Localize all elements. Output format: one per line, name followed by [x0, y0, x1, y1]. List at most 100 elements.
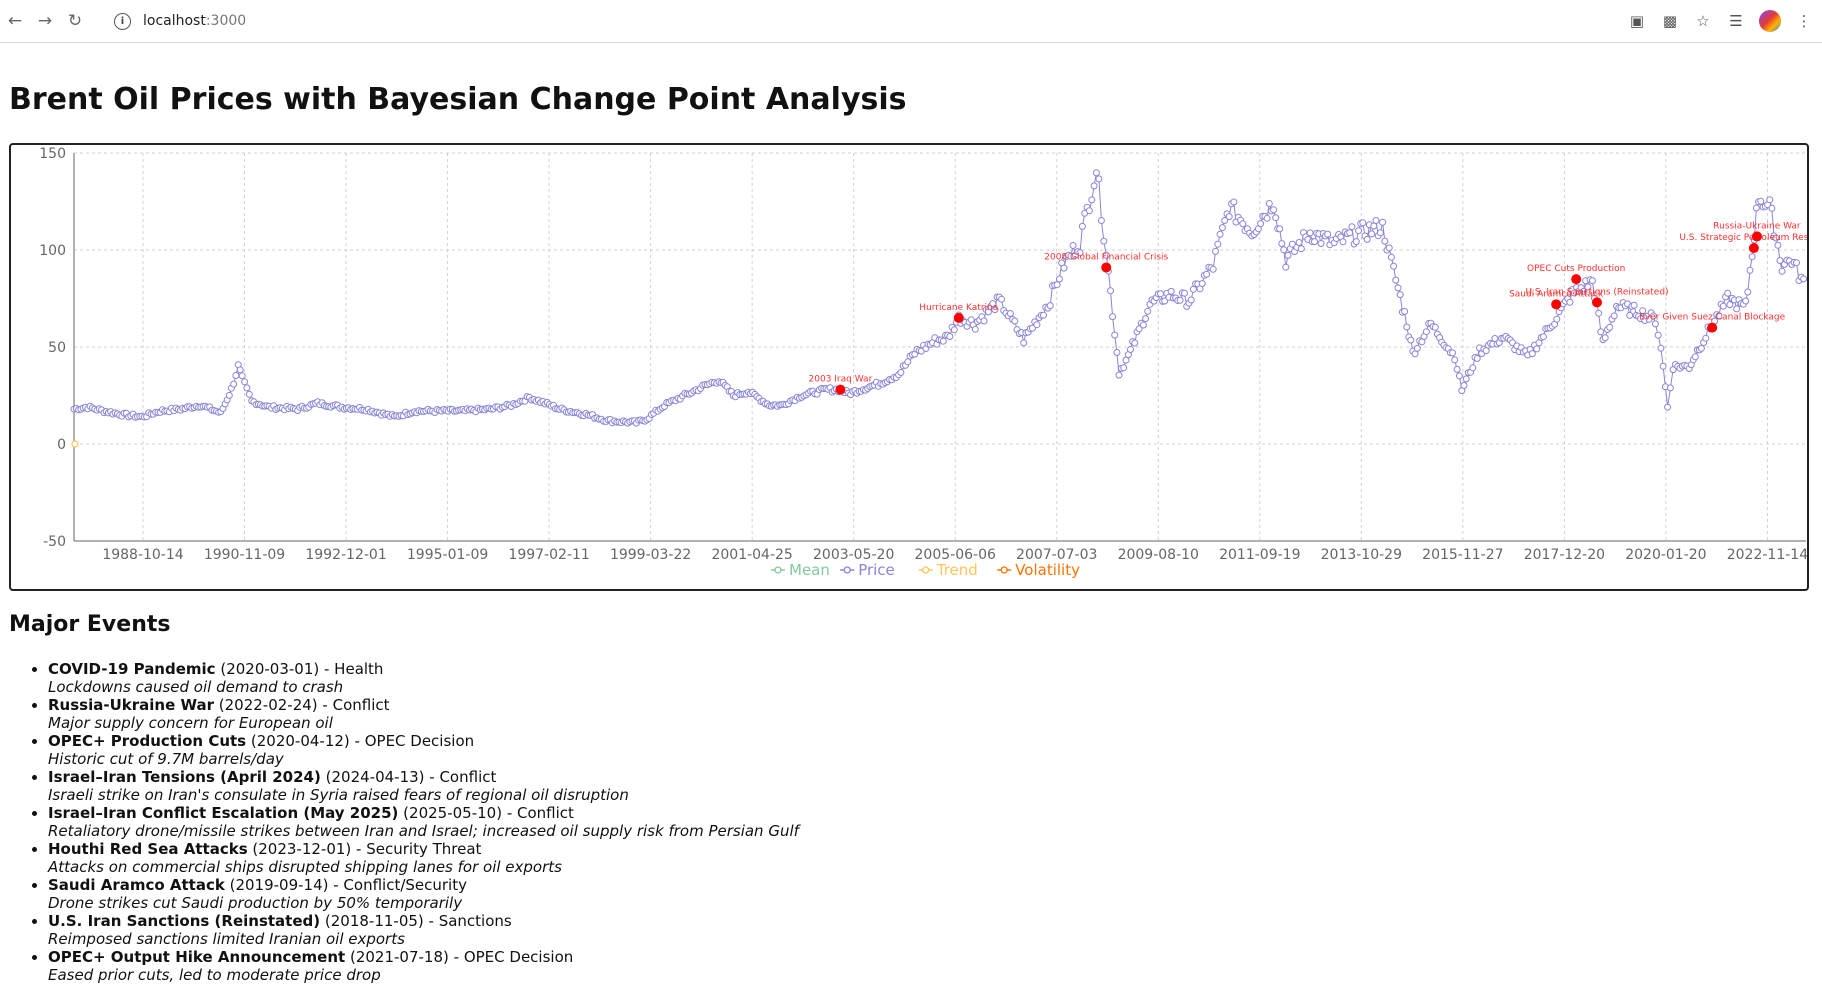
x-tick-label: 2005-06-06: [915, 547, 996, 563]
price-point: [1422, 328, 1430, 336]
price-point: [1069, 242, 1077, 249]
price-point: [1654, 331, 1662, 339]
event-date: (2019-09-14): [224, 876, 334, 894]
price-point: [236, 366, 244, 374]
price-chart: -50 0 50 100 150 1988-10-14 1990-11-09 1992-12-…: [39, 146, 1807, 579]
reload-icon[interactable]: ↻: [67, 11, 83, 31]
x-tick-label: 1992-12-01: [305, 547, 386, 563]
event-date: (2025-05-10): [398, 804, 507, 822]
back-icon[interactable]: ←: [7, 11, 23, 31]
price-point: [1359, 219, 1367, 227]
event-description: Retaliatory drone/missile strikes betwee…: [48, 822, 799, 840]
price-point: [1346, 229, 1354, 237]
price-point: [1748, 253, 1756, 261]
price-point: [1115, 371, 1123, 379]
event-marker-label: U.S. Strategic Petroleum Reserve: [1679, 233, 1807, 243]
price-point: [1595, 309, 1603, 317]
price-point: [1348, 223, 1356, 231]
price-point: [1181, 289, 1188, 297]
y-tick-label: 150: [39, 146, 66, 162]
price-point: [1528, 350, 1536, 358]
price-point: [232, 372, 240, 379]
price-point: [1139, 321, 1147, 329]
legend-swatch-dot: [843, 566, 851, 574]
legend-label: Mean: [789, 561, 830, 579]
event-marker: [1551, 299, 1562, 310]
price-point: [1060, 264, 1068, 272]
forward-icon[interactable]: →: [37, 11, 53, 31]
price-point: [1311, 238, 1318, 246]
x-tick-label: 1995-01-09: [407, 547, 488, 563]
price-point: [1390, 262, 1398, 270]
price-point: [1588, 277, 1596, 285]
x-tick-label: 2020-01-20: [1625, 547, 1706, 563]
price-point: [1090, 182, 1098, 190]
x-tick-label: 2015-11-27: [1422, 547, 1503, 563]
event-item: Russia-Ukraine War (2022-02-24) - Confli…: [48, 696, 799, 732]
price-point: [1270, 206, 1278, 214]
event-date: (2022-02-24): [214, 696, 323, 714]
event-category: - Security Threat: [356, 840, 482, 858]
x-tick-label: 1988-10-14: [102, 547, 183, 563]
price-point: [1306, 229, 1314, 237]
price-point: [1157, 290, 1164, 298]
price-point: [1719, 302, 1727, 310]
price-point: [1203, 270, 1211, 278]
more-icon[interactable]: ⋮: [1796, 12, 1812, 30]
price-point: [1726, 301, 1734, 309]
price-point: [1379, 218, 1387, 226]
price-point: [1339, 238, 1347, 246]
price-point: [1376, 229, 1384, 237]
price-point: [1085, 207, 1093, 215]
y-tick-label: 50: [48, 340, 66, 356]
price-point: [1413, 344, 1421, 352]
event-description: Drone strikes cut Saudi production by 50…: [48, 894, 463, 912]
events-list: COVID-19 Pandemic (2020-03-01) - HealthL…: [48, 660, 799, 984]
legend-swatch-dot: [774, 566, 782, 574]
price-point: [1317, 240, 1325, 247]
info-icon[interactable]: i: [114, 12, 131, 30]
price-point: [241, 378, 249, 386]
price-point: [1120, 364, 1128, 372]
price-point: [1372, 217, 1380, 224]
address-bar[interactable]: i localhost:3000: [114, 12, 246, 30]
event-name: Israel–Iran Tensions (April 2024): [48, 768, 321, 786]
price-point: [1295, 239, 1303, 246]
event-name: Houthi Red Sea Attacks: [48, 840, 248, 858]
x-tick-label: 2022-11-14: [1727, 547, 1807, 563]
price-point: [950, 326, 958, 334]
price-point: [1282, 263, 1290, 271]
price-point: [1040, 311, 1047, 319]
media-control-icon[interactable]: ☰: [1729, 12, 1743, 30]
install-icon[interactable]: ▣: [1629, 12, 1645, 30]
price-point: [1610, 312, 1618, 320]
price-point: [1033, 321, 1041, 329]
bookmark-star-icon[interactable]: ☆: [1696, 12, 1710, 30]
price-point: [1453, 365, 1461, 373]
event-marker-label: 2003 Iraq War: [809, 375, 873, 385]
x-tick-label: 2013-10-29: [1321, 547, 1402, 563]
price-point: [1218, 224, 1226, 232]
price-point: [245, 390, 253, 398]
price-point: [1774, 241, 1782, 249]
price-point: [989, 300, 997, 308]
event-marker: [1571, 274, 1582, 285]
price-point: [1187, 296, 1195, 304]
price-point: [1715, 312, 1723, 320]
price-point: [1055, 275, 1063, 283]
price-point: [1278, 240, 1286, 248]
page-title: Brent Oil Prices with Bayesian Change Po…: [9, 82, 907, 117]
price-point: [1272, 214, 1280, 222]
event-marker: [1707, 322, 1718, 333]
price-point: [1092, 169, 1100, 177]
event-item: Israel–Iran Tensions (April 2024) (2024-…: [48, 768, 799, 804]
price-point: [1053, 281, 1061, 289]
price-point: [1297, 245, 1305, 253]
price-point: [1352, 238, 1360, 246]
price-point: [1566, 298, 1574, 306]
event-marker-label: OPEC Cuts Production: [1527, 264, 1625, 274]
event-category: - OPEC Decision: [453, 948, 574, 966]
price-point: [1046, 302, 1054, 310]
profile-avatar[interactable]: [1759, 10, 1781, 32]
translate-icon[interactable]: ▩: [1662, 12, 1678, 30]
